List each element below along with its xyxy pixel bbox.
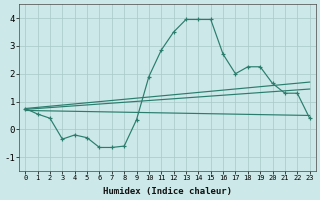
X-axis label: Humidex (Indice chaleur): Humidex (Indice chaleur): [103, 187, 232, 196]
